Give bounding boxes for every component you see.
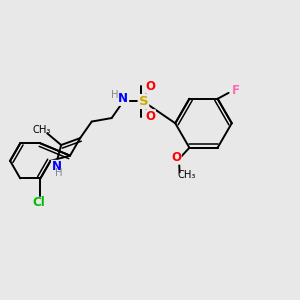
Text: O: O bbox=[145, 110, 155, 123]
Text: H: H bbox=[55, 168, 63, 178]
Text: S: S bbox=[139, 95, 148, 108]
Text: O: O bbox=[145, 80, 155, 93]
Text: CH₃: CH₃ bbox=[33, 125, 51, 135]
Text: H: H bbox=[111, 90, 119, 100]
Text: N: N bbox=[118, 92, 128, 105]
Text: Cl: Cl bbox=[33, 196, 45, 208]
Text: F: F bbox=[232, 84, 239, 97]
Text: O: O bbox=[171, 151, 181, 164]
Text: N: N bbox=[52, 160, 61, 173]
Text: CH₃: CH₃ bbox=[178, 170, 196, 180]
